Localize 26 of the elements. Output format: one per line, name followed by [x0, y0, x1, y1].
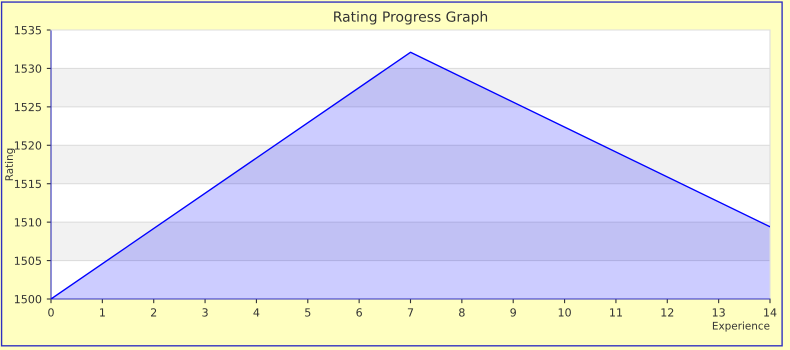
- y-tick-label: 1530: [14, 64, 42, 73]
- chart-title: Rating Progress Graph: [334, 11, 488, 25]
- x-tick-label: 10: [558, 308, 571, 317]
- y-tick-label: 1535: [14, 26, 41, 34]
- x-tick-label: 9: [510, 308, 516, 317]
- x-tick-label: 5: [305, 308, 310, 317]
- y-tick-label: 1515: [14, 180, 41, 188]
- x-tick-label: 13: [712, 308, 725, 317]
- y-axis-title: Rating: [4, 148, 16, 180]
- x-tick-label: 0: [48, 308, 54, 317]
- y-tick-label: 1520: [14, 141, 42, 150]
- y-tick-label: 1510: [14, 218, 42, 227]
- x-tick-label: 8: [459, 308, 465, 317]
- x-tick-label: 7: [408, 308, 414, 316]
- x-tick-label: 14: [764, 308, 776, 316]
- x-tick-label: 6: [356, 308, 362, 317]
- y-tick-label: 1505: [14, 256, 41, 265]
- x-tick-label: 1: [100, 308, 105, 316]
- x-tick-label: 11: [610, 308, 622, 316]
- x-tick-label: 2: [150, 308, 156, 316]
- x-tick-label: 3: [202, 308, 208, 317]
- y-tick-label: 1525: [14, 102, 41, 112]
- x-tick-label: 4: [253, 308, 260, 316]
- x-tick-label: 12: [661, 308, 674, 316]
- x-axis-title: Experience: [712, 322, 770, 332]
- y-tick-label: 1500: [14, 294, 42, 304]
